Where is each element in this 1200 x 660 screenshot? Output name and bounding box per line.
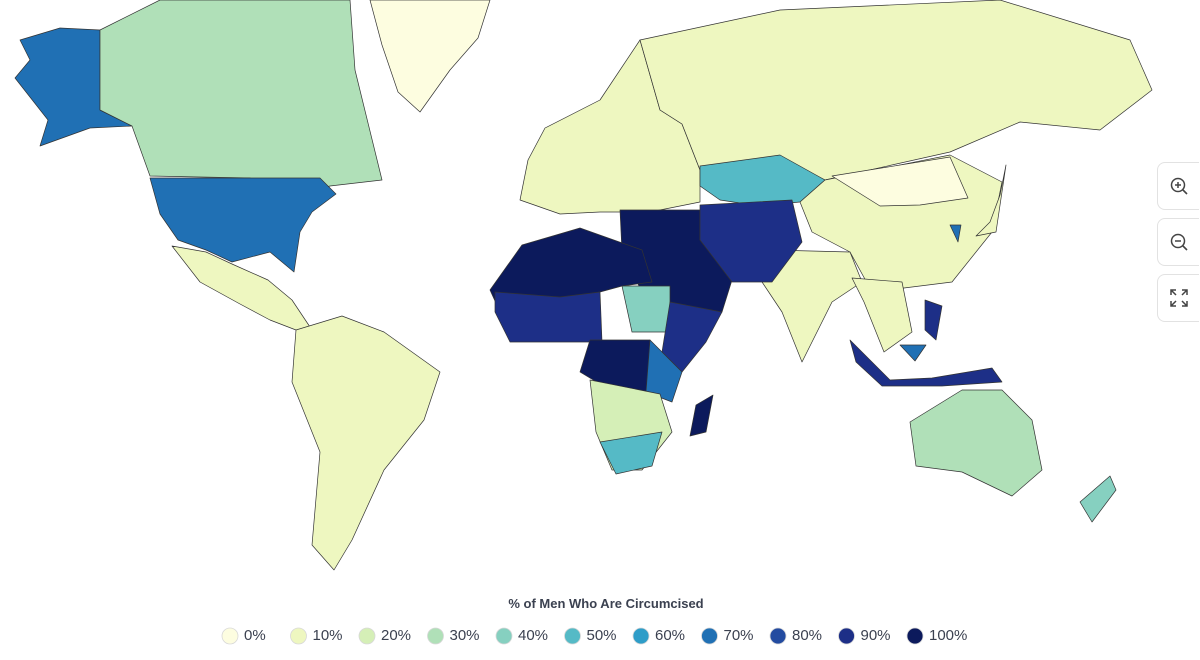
zoom-out-icon (1170, 233, 1188, 251)
legend-swatch (769, 627, 787, 645)
legend-swatch (427, 627, 444, 645)
region (975, 164, 1007, 237)
legend: 0% 10% 20% 30% 40% 50% 60% 70% 80% 90% 100% (221, 627, 967, 645)
legend-label: 70% (724, 627, 754, 644)
legend-label: 20% (381, 627, 411, 644)
region (699, 199, 803, 283)
regions (14, 0, 1153, 571)
region (494, 291, 603, 343)
region (291, 315, 441, 571)
region (621, 285, 671, 333)
legend-label: 80% (792, 627, 822, 644)
legend-swatch (495, 627, 513, 645)
legend-swatch (701, 627, 718, 645)
legend-swatch (838, 627, 855, 645)
region (899, 344, 927, 362)
region (909, 389, 1043, 497)
region (639, 0, 1153, 181)
legend-label: 100% (929, 627, 967, 644)
region (1079, 475, 1117, 523)
legend-label: 60% (655, 627, 685, 644)
legend-label: 50% (587, 627, 617, 644)
region (14, 27, 133, 147)
legend-label: 40% (518, 627, 548, 644)
legend-label: 10% (313, 627, 343, 644)
legend-title: % of Men Who Are Circumcised (508, 596, 703, 611)
region (949, 224, 962, 243)
region (924, 299, 943, 341)
region (689, 394, 714, 437)
region (851, 277, 913, 353)
fullscreen-icon (1169, 289, 1188, 307)
region (99, 0, 383, 197)
legend-label: 0% (244, 627, 266, 644)
zoom-out-button[interactable] (1157, 218, 1199, 266)
region (369, 0, 491, 113)
legend-swatch (564, 627, 581, 645)
legend-swatch (632, 627, 650, 645)
legend-swatch (290, 627, 307, 645)
region (761, 249, 863, 363)
region (149, 177, 337, 273)
legend-swatch (221, 627, 239, 645)
region (849, 339, 1003, 387)
region (831, 156, 969, 207)
region (645, 339, 683, 403)
zoom-in-button[interactable] (1157, 162, 1199, 210)
region (661, 301, 723, 373)
fullscreen-button[interactable] (1157, 274, 1199, 322)
zoom-in-icon (1170, 177, 1188, 195)
legend-swatch (358, 627, 376, 645)
legend-swatch (906, 627, 924, 645)
legend-label: 90% (861, 627, 891, 644)
region (599, 431, 663, 475)
legend-label: 30% (450, 627, 480, 644)
